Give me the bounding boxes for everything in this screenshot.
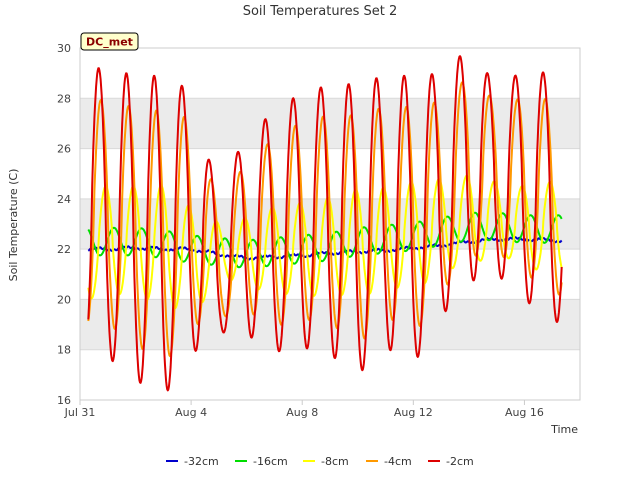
legend: -32cm -16cm -8cm -4cm -2cm (166, 455, 474, 468)
x-axis-ticks: Jul 31 Aug 4 Aug 8 Aug 12 Aug 16 (64, 400, 544, 419)
x-tick-label: Aug 12 (394, 406, 433, 419)
grid-band (80, 98, 580, 149)
y-tick-label: 26 (57, 143, 71, 156)
legend-label: -32cm (184, 455, 219, 468)
chart-title: Soil Temperatures Set 2 (243, 4, 398, 19)
badge-label: DC_met (86, 36, 133, 49)
x-tick-label: Aug 8 (286, 406, 318, 419)
y-tick-label: 24 (57, 193, 71, 206)
y-tick-label: 30 (57, 42, 71, 55)
x-tick-label: Aug 4 (175, 406, 207, 419)
legend-label: -4cm (384, 455, 412, 468)
legend-label: -8cm (321, 455, 349, 468)
site-badge: DC_met (80, 32, 139, 51)
series-lines (87, 55, 563, 392)
series-line-minus-8cm (87, 174, 563, 310)
x-tick-label: Jul 31 (64, 406, 96, 419)
y-tick-label: 16 (57, 394, 71, 407)
y-tick-label: 20 (57, 293, 71, 306)
plot-frame (79, 47, 581, 401)
x-tick-label: Aug 16 (505, 406, 544, 419)
legend-label: -2cm (446, 455, 474, 468)
y-axis-title: Soil Temperature (C) (7, 169, 20, 282)
y-axis-ticks: 16 18 20 22 24 26 28 30 (57, 42, 71, 407)
badge-box (80, 32, 139, 51)
y-tick-label: 18 (57, 344, 71, 357)
x-axis-title: Time (550, 423, 578, 436)
legend-label: -16cm (253, 455, 288, 468)
y-tick-label: 28 (57, 92, 71, 105)
series-line-minus-2cm (87, 55, 563, 392)
y-tick-label: 22 (57, 243, 71, 256)
